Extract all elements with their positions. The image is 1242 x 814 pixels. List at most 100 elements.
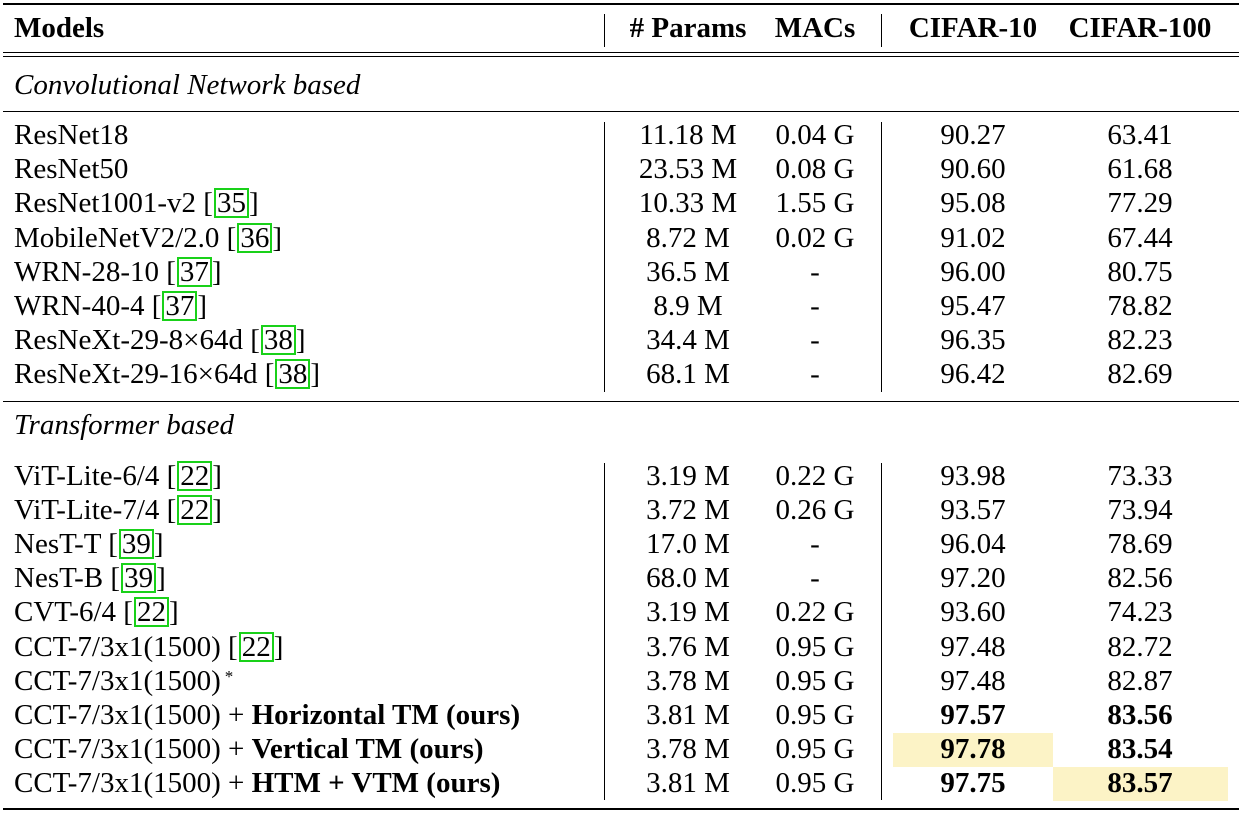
- citation-bracket: ]: [156, 562, 166, 595]
- cifar10-value: 97.78: [940, 732, 1006, 765]
- citation-link[interactable]: 39: [121, 563, 157, 594]
- model-name-cell: NesT-B [39]: [14, 561, 166, 595]
- model-name-cell: CCT-7/3x1(1500) [22]: [14, 630, 283, 664]
- citation-link[interactable]: 22: [177, 461, 213, 491]
- macs-value: -: [810, 562, 820, 595]
- model-name: ResNeXt-29-16×64d [: [14, 358, 275, 391]
- cifar10-value: 93.60: [940, 596, 1006, 629]
- model-name: ViT-Lite-6/4 [: [14, 460, 177, 492]
- macs-value: 0.22 G: [775, 460, 855, 492]
- citation-link[interactable]: 35: [213, 188, 249, 219]
- cifar10-value: 96.00: [940, 255, 1006, 288]
- model-name-cell: CCT-7/3x1(1500) + Horizontal TM (ours): [14, 698, 520, 732]
- cifar10-value: 93.98: [940, 460, 1006, 492]
- model-name: CCT-7/3x1(1500) +: [14, 698, 252, 731]
- citation-link[interactable]: 22: [133, 597, 169, 628]
- cifar100-value: 83.56: [1107, 698, 1173, 731]
- cifar100-value: 82.69: [1107, 358, 1173, 391]
- cifar10-value: 95.47: [940, 290, 1006, 322]
- cifar100-value: 77.29: [1107, 187, 1173, 220]
- model-name-cell: CCT-7/3x1(1500) + Vertical TM (ours): [14, 732, 484, 766]
- top-rule: [3, 3, 1239, 5]
- model-name: CCT-7/3x1(1500) +: [14, 732, 252, 765]
- cifar100-value: 82.72: [1107, 630, 1173, 663]
- model-name-cell: WRN-40-4 [37]: [14, 289, 207, 323]
- cifar10-value: 97.20: [940, 562, 1006, 595]
- citation-bracket: ]: [272, 221, 282, 254]
- citation-bracket: ]: [248, 187, 259, 220]
- macs-value: 0.95 G: [775, 732, 855, 765]
- cifar10-value: 95.08: [940, 187, 1006, 220]
- macs-value: 0.22 G: [775, 596, 855, 629]
- cifar10-value: 96.42: [940, 358, 1006, 391]
- macs-value: -: [810, 528, 820, 561]
- cifar10-value: 96.04: [940, 528, 1006, 561]
- model-name: MobileNetV2/2.0 [: [14, 221, 237, 254]
- model-name-cell: ResNeXt-29-8×64d [38]: [14, 323, 306, 357]
- params-value: 3.76 M: [646, 630, 730, 663]
- model-name-cell: WRN-28-10 [37]: [14, 255, 222, 289]
- params-value: 3.19 M: [646, 460, 730, 492]
- citation-bracket: ]: [168, 596, 179, 629]
- header-rule-1: [3, 52, 1239, 53]
- best-cifar10-highlight: [893, 732, 1053, 767]
- params-value: 17.0 M: [646, 528, 730, 561]
- model-name-cell: NesT-T [39]: [14, 527, 164, 561]
- model-name-cell: ViT-Lite-6/4 [22]: [14, 459, 222, 493]
- model-name: CVT-6/4 [: [14, 596, 133, 629]
- column-header-macs: MACs: [774, 12, 856, 44]
- citation-link[interactable]: 37: [176, 256, 212, 287]
- model-name: ResNet1001-v2 [: [14, 187, 213, 220]
- model-name: NesT-T [: [14, 528, 118, 561]
- cifar100-value: 82.23: [1107, 324, 1173, 357]
- citation-link[interactable]: 38: [275, 359, 311, 390]
- cifar100-value: 83.54: [1107, 732, 1173, 765]
- model-name-cell: ViT-Lite-7/4 [22]: [14, 493, 222, 527]
- model-name-cell: ResNeXt-29-16×64d [38]: [14, 357, 320, 391]
- model-name: ResNeXt-29-8×64d [: [14, 324, 260, 357]
- model-name-cell: MobileNetV2/2.0 [36]: [14, 221, 282, 255]
- model-variant-bold: Horizontal TM (ours): [251, 698, 521, 731]
- params-value: 3.78 M: [646, 664, 730, 697]
- column-divider: [881, 14, 882, 47]
- cifar10-value: 97.75: [940, 766, 1006, 799]
- column-divider: [604, 122, 605, 392]
- model-name: ViT-Lite-7/4 [: [14, 494, 177, 527]
- cifar10-value: 97.48: [940, 630, 1006, 663]
- macs-value: -: [810, 255, 820, 288]
- section-title: Transformer based: [14, 409, 234, 441]
- macs-value: 0.08 G: [775, 153, 855, 186]
- cifar10-value: 90.60: [940, 153, 1006, 186]
- cifar100-value: 80.75: [1107, 255, 1173, 288]
- citation-link[interactable]: 39: [118, 529, 154, 560]
- citation-bracket: ]: [310, 358, 321, 391]
- cifar10-value: 97.48: [940, 664, 1006, 697]
- column-divider: [881, 122, 882, 392]
- cifar100-value: 78.82: [1107, 290, 1173, 322]
- citation-link[interactable]: 37: [162, 291, 198, 321]
- model-name: NesT-B [: [14, 562, 121, 595]
- cifar100-value: 83.57: [1107, 766, 1173, 799]
- macs-value: 1.55 G: [775, 187, 855, 220]
- model-name: ResNet50: [14, 153, 129, 186]
- params-value: 36.5 M: [646, 255, 730, 288]
- citation-link[interactable]: 22: [177, 495, 213, 526]
- citation-link[interactable]: 38: [260, 325, 296, 356]
- asterisk-marker: *: [224, 666, 234, 686]
- params-value: 8.9 M: [653, 290, 723, 322]
- citation-bracket: ]: [212, 460, 222, 492]
- cifar10-value: 93.57: [940, 494, 1006, 527]
- column-header-model: Models: [14, 12, 105, 44]
- section-rule: [3, 111, 1239, 112]
- cifar100-value: 73.94: [1107, 494, 1173, 527]
- section-title: Convolutional Network based: [14, 69, 361, 101]
- citation-link[interactable]: 36: [237, 222, 273, 253]
- macs-value: -: [810, 290, 820, 322]
- header-rule-2: [3, 56, 1239, 57]
- params-value: 34.4 M: [646, 324, 730, 357]
- params-value: 8.72 M: [646, 221, 730, 254]
- model-name: WRN-28-10 [: [14, 255, 176, 288]
- params-value: 10.33 M: [638, 187, 738, 220]
- citation-link[interactable]: 22: [238, 631, 274, 662]
- model-name: CCT-7/3x1(1500) [: [14, 630, 238, 663]
